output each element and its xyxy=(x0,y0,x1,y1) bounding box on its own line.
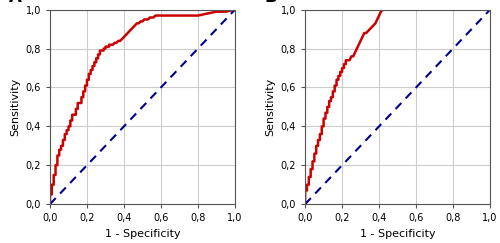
Text: A: A xyxy=(10,0,22,6)
X-axis label: 1 - Specificity: 1 - Specificity xyxy=(104,229,180,239)
Y-axis label: Sensitivity: Sensitivity xyxy=(10,78,20,136)
Text: B: B xyxy=(264,0,277,6)
X-axis label: 1 - Specificity: 1 - Specificity xyxy=(360,229,436,239)
Y-axis label: Sensitivity: Sensitivity xyxy=(265,78,275,136)
